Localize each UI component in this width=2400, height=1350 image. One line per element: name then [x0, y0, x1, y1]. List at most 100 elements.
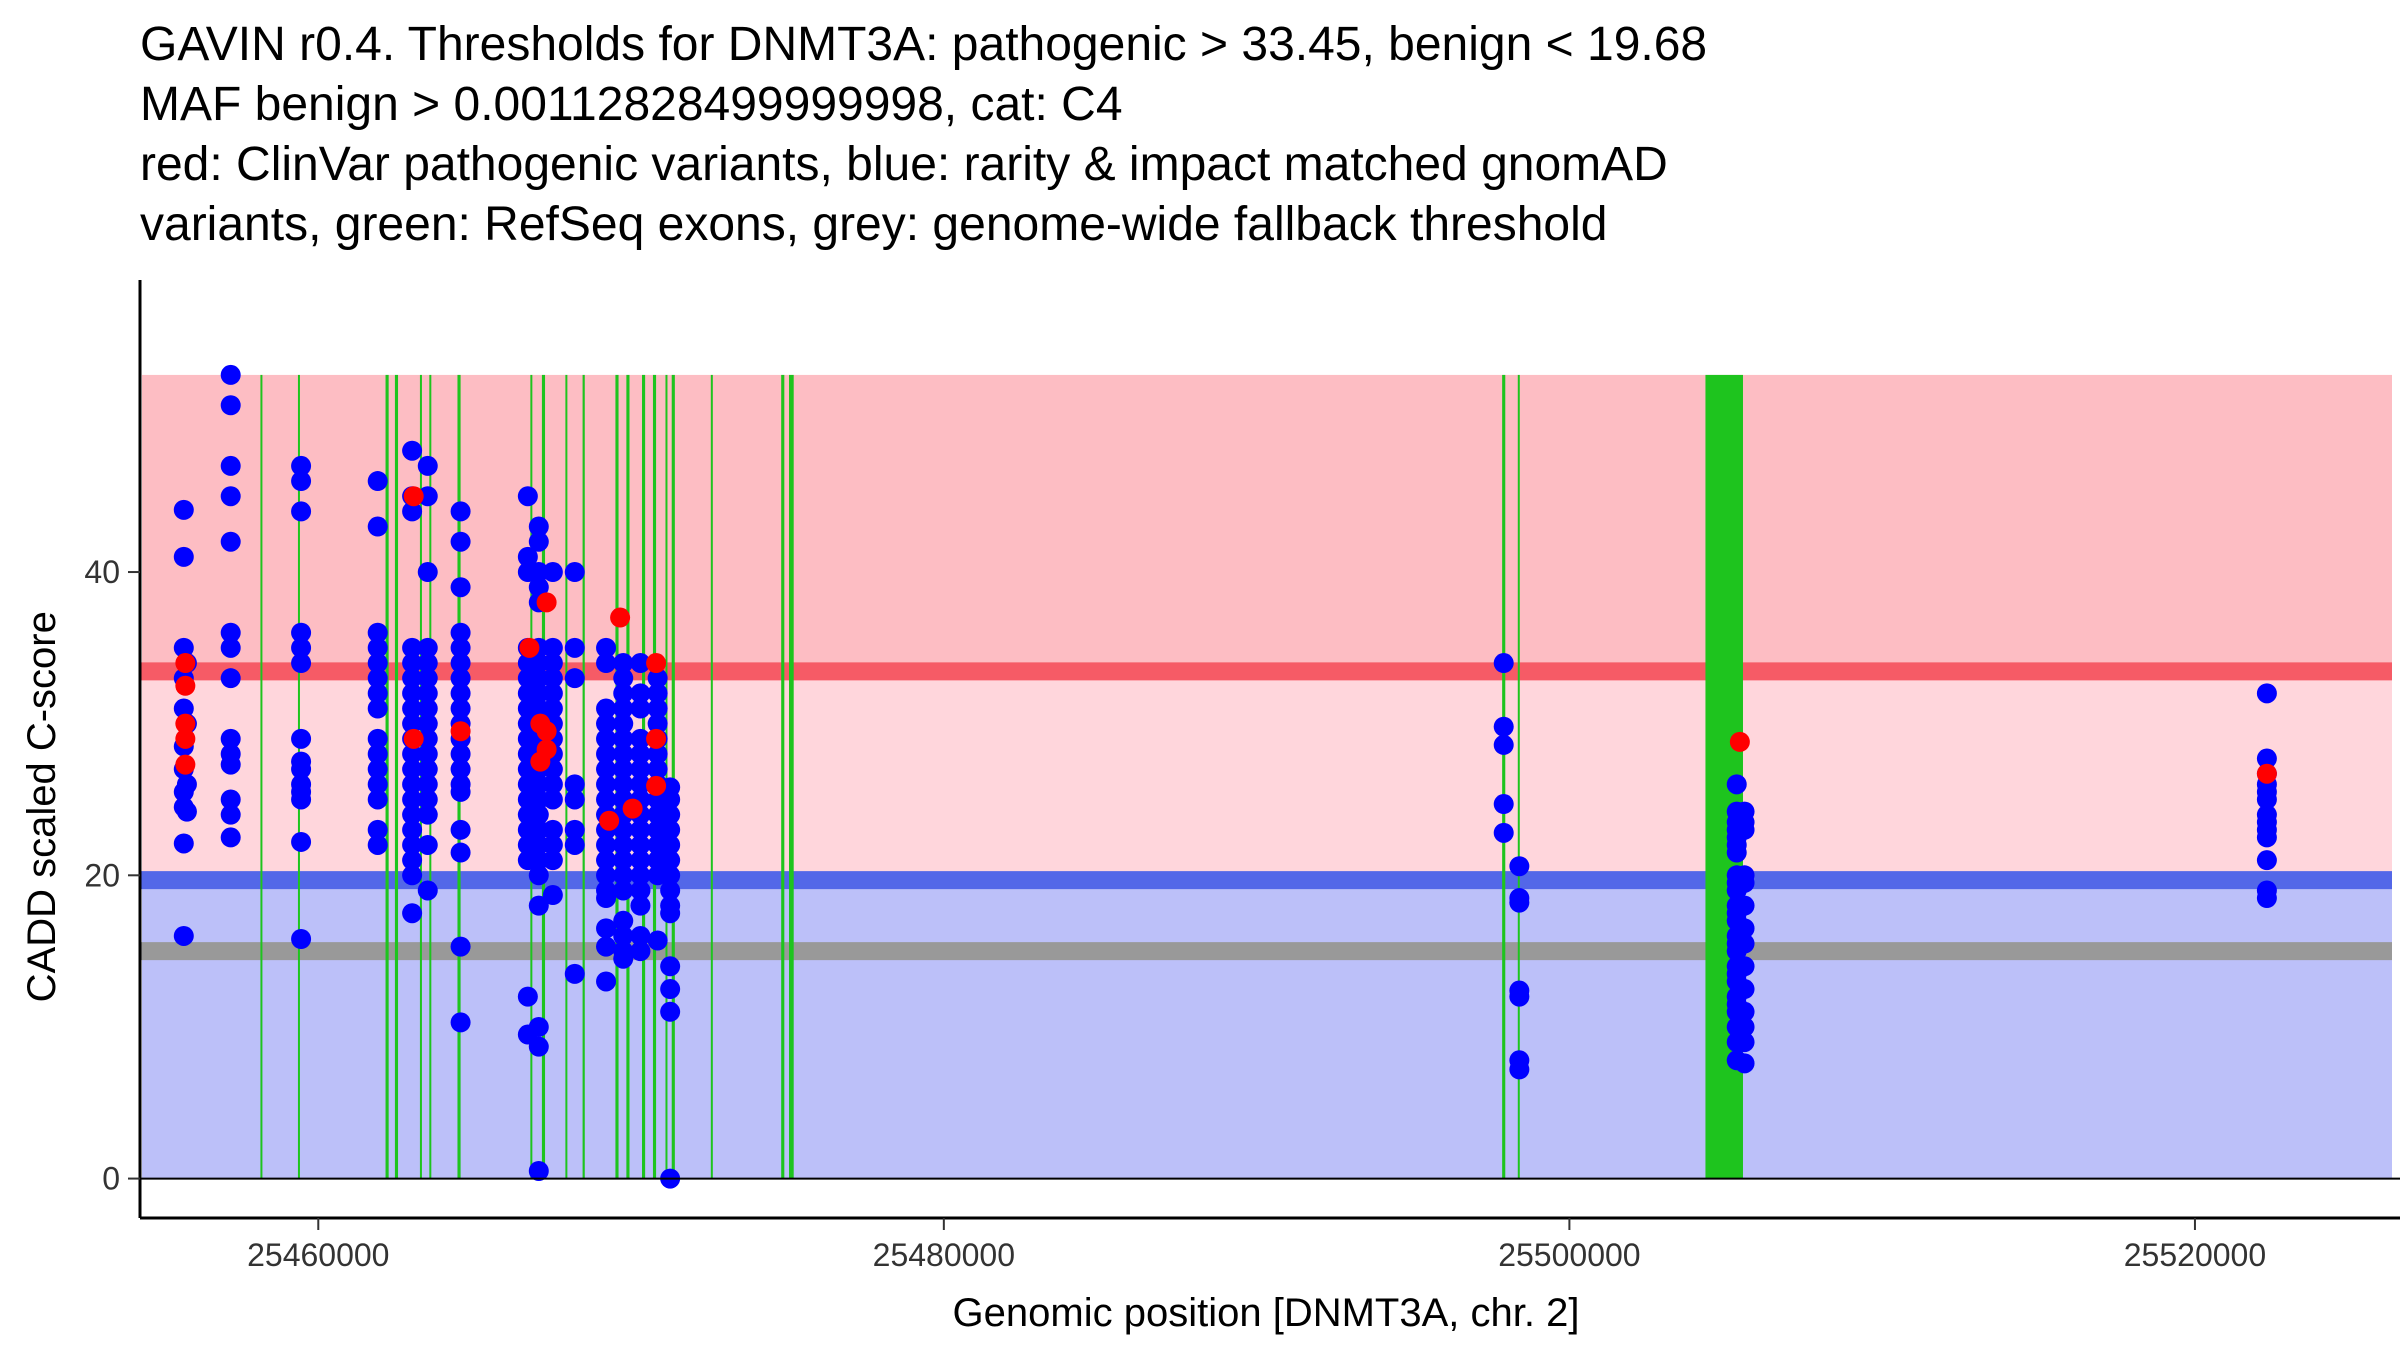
x-tick-label: 25480000 [873, 1237, 1015, 1273]
gnomad-variant-point [402, 774, 423, 795]
gnomad-variant-point [367, 471, 388, 492]
gnomad-variant-point [220, 827, 241, 848]
gnomad-variant-point [367, 516, 388, 537]
exon-marker [260, 374, 263, 1179]
gnomad-variant-point [402, 501, 423, 522]
gnomad-variant-point [542, 850, 563, 871]
gnomad-variant-point [220, 637, 241, 658]
gnomad-variant-point [367, 789, 388, 810]
gnomad-variant-point [402, 819, 423, 840]
gnomad-variant-point [1509, 986, 1530, 1007]
gnomad-variant-point [1509, 1059, 1530, 1080]
gnomad-variant-point [630, 819, 651, 840]
gnomad-variant-point [417, 789, 438, 810]
gnomad-variant-point [291, 622, 312, 643]
gnomad-variant-point [660, 979, 681, 1000]
gnomad-variant-point [564, 668, 585, 689]
gnomad-variant-point [176, 801, 197, 822]
gnomad-variant-point [450, 622, 471, 643]
title-line-4: variants, green: RefSeq exons, grey: gen… [140, 198, 1607, 251]
gnomad-variant-point [291, 653, 312, 674]
gnomad-variant-point [402, 903, 423, 924]
gnomad-variant-point [402, 834, 423, 855]
gnomad-variant-point [367, 698, 388, 719]
clinvar-variant-point [536, 721, 557, 742]
gnomad-variant-point [542, 683, 563, 704]
x-axis-title: Genomic position [DNMT3A, chr. 2] [953, 1291, 1580, 1335]
gnomad-variant-point [402, 744, 423, 764]
gnomad-variant-point [596, 713, 617, 734]
gnomad-variant-point [528, 698, 549, 719]
gnomad-variant-point [450, 781, 471, 802]
y-tick-label: 40 [84, 554, 120, 590]
gnomad-variant-point [660, 819, 681, 840]
gnomad-variant-point [528, 668, 549, 689]
gnomad-variant-point [417, 668, 438, 689]
clinvar-variant-point [1729, 731, 1750, 752]
gnomad-variant-point [542, 885, 563, 906]
gnomad-variant-point [291, 501, 312, 522]
gnomad-variant-point [450, 668, 471, 689]
gnomad-variant-point [417, 713, 438, 734]
gnomad-variant-point [613, 880, 634, 901]
gnomad-variant-point [630, 653, 651, 674]
gnomad-variant-point [564, 834, 585, 855]
gnomad-variant-point [596, 865, 617, 886]
gnomad-variant-point [630, 759, 651, 780]
y-tick-label: 20 [84, 857, 120, 893]
gnomad-variant-point [450, 501, 471, 522]
gnomad-variant-point [528, 531, 549, 552]
clinvar-variant-point [646, 775, 667, 796]
gnomad-variant-point [613, 698, 634, 719]
clinvar-variant-point [622, 798, 643, 819]
gnomad-variant-point [220, 395, 241, 416]
gnomad-variant-point [367, 683, 388, 704]
gnomad-variant-point [564, 963, 585, 984]
gnomad-variant-point [291, 637, 312, 658]
gnomad-variant-point [647, 759, 668, 780]
gnomad-variant-point [450, 1012, 471, 1033]
gnomad-variant-point [1734, 1016, 1755, 1037]
x-tick-label: 25460000 [247, 1237, 389, 1273]
gnomad-variant-point [630, 925, 651, 946]
exon-marker [671, 374, 675, 1179]
gnomad-variant-point [647, 683, 668, 704]
gnomad-variant-point [517, 546, 538, 567]
exon-marker [385, 374, 389, 1179]
clinvar-variant-point [175, 728, 196, 749]
gnomad-variant-point [596, 918, 617, 939]
gnomad-variant-point [2256, 850, 2277, 871]
gnomad-variant-point [220, 789, 241, 810]
gnomad-variant-point [596, 698, 617, 719]
gnomad-variant-point [220, 728, 241, 749]
gnomad-variant-point [291, 928, 312, 949]
gnomad-variant-point [542, 653, 563, 674]
gnomad-variant-point [367, 728, 388, 749]
clinvar-variant-point [610, 607, 631, 628]
exon-marker [781, 374, 785, 1179]
gnomad-variant-point [173, 925, 194, 946]
gnomad-variant-point [596, 744, 617, 764]
gnomad-variant-point [528, 653, 549, 674]
gnomad-variant-point [173, 499, 194, 520]
clinvar-variant-point [536, 592, 557, 613]
gnomad-variant-point [220, 455, 241, 476]
clinvar-variant-point [536, 739, 557, 760]
gnomad-variant-point [613, 948, 634, 969]
gnomad-variant-point [542, 562, 563, 583]
gnomad-variant-point [660, 834, 681, 855]
gnomad-variant-point [417, 653, 438, 674]
benign-band [142, 880, 2392, 1179]
gnomad-variant-point [402, 653, 423, 674]
gnomad-variant-point [367, 744, 388, 764]
gnomad-variant-point [1734, 1001, 1755, 1022]
gnomad-variant-point [220, 364, 241, 385]
gnomad-variant-point [647, 713, 668, 734]
gnomad-variant-point [173, 698, 194, 719]
gnomad-variant-point [1734, 872, 1755, 893]
gnomad-variant-point [630, 941, 651, 962]
gnomad-variant-point [417, 728, 438, 749]
gnomad-variant-point [660, 804, 681, 825]
clinvar-variant-point [403, 486, 424, 507]
chart-title: GAVIN r0.4. Thresholds for DNMT3A: patho… [140, 18, 1707, 251]
